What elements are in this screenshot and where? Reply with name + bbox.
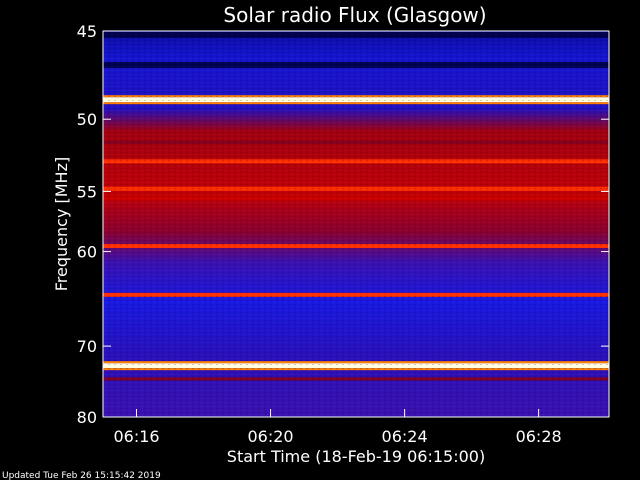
y-axis: 45 50 55 60 70 80 — [77, 22, 609, 427]
noise-texture — [103, 31, 609, 417]
y-tick-label: 60 — [77, 243, 97, 262]
y-tick-label: 55 — [77, 182, 97, 201]
updated-timestamp: Updated Tue Feb 26 15:15:42 2019 — [2, 471, 161, 480]
y-axis-label: Frequency [MHz] — [52, 157, 71, 291]
x-tick-label: 06:16 — [113, 427, 159, 446]
x-tick-label: 06:20 — [247, 427, 293, 446]
x-tick-label: 06:28 — [516, 427, 562, 446]
y-tick-label: 50 — [77, 110, 97, 129]
x-axis: 06:16 06:20 06:24 06:28 — [113, 409, 562, 446]
x-axis-label: Start Time (18-Feb-19 06:15:00) — [227, 447, 485, 466]
plot-area — [102, 30, 610, 418]
y-tick-label: 80 — [77, 408, 97, 427]
x-tick-label: 06:24 — [382, 427, 428, 446]
y-tick-label: 70 — [77, 337, 97, 356]
y-tick-label: 45 — [77, 22, 97, 41]
plot-frame — [102, 30, 610, 418]
chart-title: Solar radio Flux (Glasgow) — [223, 3, 486, 27]
